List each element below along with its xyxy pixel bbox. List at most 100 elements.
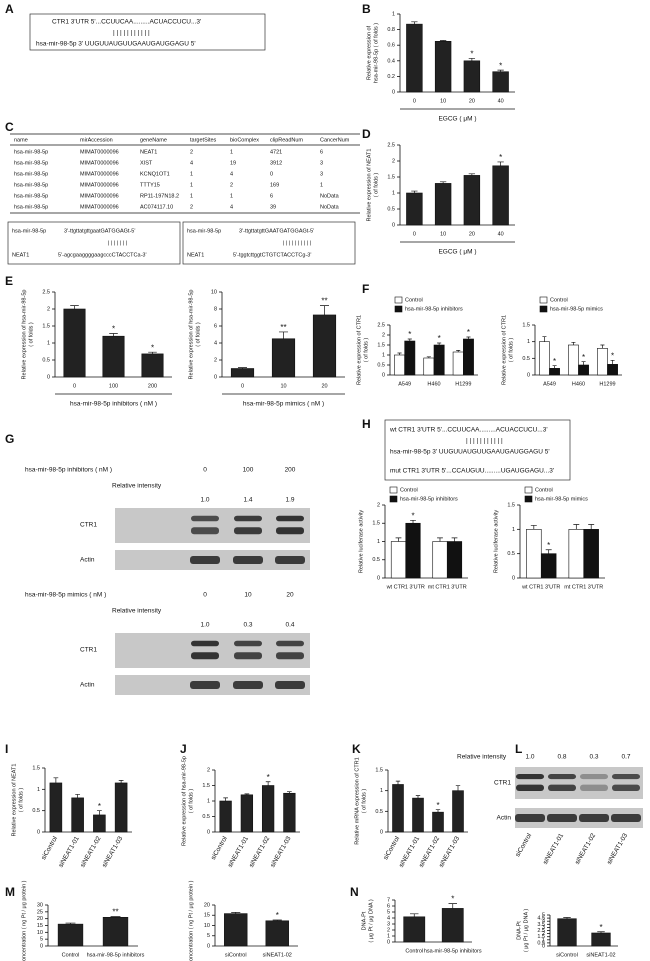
bar (463, 60, 481, 93)
x-tick-label: A549 (543, 381, 556, 387)
bar (240, 794, 254, 833)
significance-marker: * (267, 773, 270, 782)
error-bar (411, 21, 418, 25)
x-tick-label: 10 (440, 231, 446, 237)
x-tick-label: siControl (382, 835, 401, 861)
y-axis-label: Relative expression of NEAT1 (366, 149, 372, 222)
x-tick-label: H1299 (455, 381, 471, 387)
table-header: targetSites (190, 137, 217, 143)
sequence-name: NEAT1 (12, 252, 29, 258)
table-cell: 4721 (270, 149, 282, 155)
table-header: mirAccession (80, 137, 113, 143)
y-axis-label: Relative luciferase activity (493, 510, 499, 574)
panel-label: N (350, 885, 359, 899)
x-tick-label: H460 (572, 381, 585, 387)
x-tick-label: H1299 (599, 381, 615, 387)
band-label: Actin (80, 557, 95, 564)
bar (557, 918, 577, 947)
y-tick-label: 1 (382, 352, 385, 358)
error-bar (407, 338, 412, 341)
y-tick-label: 3 (542, 925, 545, 931)
error-bar (118, 780, 124, 783)
y-tick-label: 1.5 (375, 767, 383, 773)
y-tick-label: 2.5 (42, 289, 50, 295)
y-tick-label: 3 (387, 921, 390, 927)
band (233, 681, 263, 689)
y-axis-label: ( of folds ) (18, 788, 24, 813)
y-tick-label: 6 (214, 323, 217, 329)
error-bar (96, 810, 102, 815)
significance-marker: * (436, 801, 439, 810)
error-bar (545, 549, 552, 554)
y-tick-label: 0.2 (387, 74, 395, 80)
table-cell: 6 (320, 149, 323, 155)
pairing: | | | | | | | | | | | (113, 30, 150, 37)
bar (405, 522, 421, 579)
x-tick-label: 20 (469, 98, 475, 104)
y-tick-label: 20 (37, 916, 43, 922)
x-tick-label: 40 (498, 231, 504, 237)
error-bar (439, 40, 447, 42)
x-tick-label: 20 (321, 383, 327, 389)
band-label: CTR1 (494, 780, 511, 787)
blot (515, 767, 643, 799)
table-cell: hsa-mir-98-5p (14, 160, 48, 166)
y-tick-label: 0 (512, 575, 515, 581)
bar (403, 916, 426, 943)
band (190, 556, 220, 564)
y-tick-label: 1 (527, 339, 530, 345)
dose-label: 0 (203, 592, 207, 599)
intensity-value: 1.0 (200, 497, 209, 504)
band-label: CTR1 (80, 647, 97, 654)
x-tick-label: siNEAT1-02 (586, 952, 615, 958)
panel-label: D (362, 127, 371, 141)
sequence: 3'-ttgttatgttGAATGATGGAGt-5' (239, 228, 314, 234)
bar (49, 782, 63, 833)
significance-marker: * (408, 330, 411, 339)
table-cell: hsa-mir-98-5p (14, 149, 48, 155)
table-header: name (14, 137, 28, 143)
error-bar (223, 797, 228, 801)
table-cell: 0 (270, 171, 273, 177)
error-bar (497, 69, 504, 72)
legend-label: Control (550, 297, 568, 303)
error-bar (319, 305, 330, 315)
bar (539, 341, 550, 376)
y-tick-label: 1 (380, 788, 383, 794)
y-tick-label: 1 (377, 539, 380, 545)
band (612, 784, 640, 791)
y-axis-label: Relative expression of hsa-mir-98-5p (188, 290, 194, 380)
x-tick-label: mt CTR1 3'UTR (428, 584, 467, 590)
sequence-box (7, 221, 181, 265)
significance-marker: * (553, 357, 556, 366)
legend-swatch (394, 296, 403, 304)
lane-label: siNEAT1-03 (606, 832, 630, 866)
bar (463, 175, 481, 226)
y-tick-label: 0.5 (32, 808, 40, 814)
significance-marker: * (276, 911, 279, 920)
error-bar (231, 912, 241, 914)
x-tick-label: siControl (40, 835, 59, 861)
error-bar (552, 365, 557, 369)
y-tick-label: 1 (47, 340, 50, 346)
error-bar (70, 305, 79, 309)
y-tick-label: 0.5 (507, 551, 515, 557)
table-cell: 2 (230, 182, 233, 188)
significance-marker: * (582, 353, 585, 362)
error-bar (265, 781, 271, 786)
bar (57, 923, 84, 947)
y-tick-label: 2 (214, 357, 217, 363)
y-tick-label: 1.5 (202, 783, 210, 789)
bar (434, 40, 452, 93)
bar (446, 541, 463, 579)
error-bar (497, 161, 504, 166)
band (275, 556, 305, 564)
y-tick-label: 1 (387, 933, 390, 939)
bar (526, 529, 542, 579)
error-bar (109, 333, 118, 337)
y-tick-label: 0.5 (375, 809, 383, 815)
legend-swatch (524, 495, 533, 503)
y-tick-label: 2 (207, 767, 210, 773)
panel-label: A (5, 2, 14, 16)
intensity-value: 0.8 (557, 754, 566, 761)
